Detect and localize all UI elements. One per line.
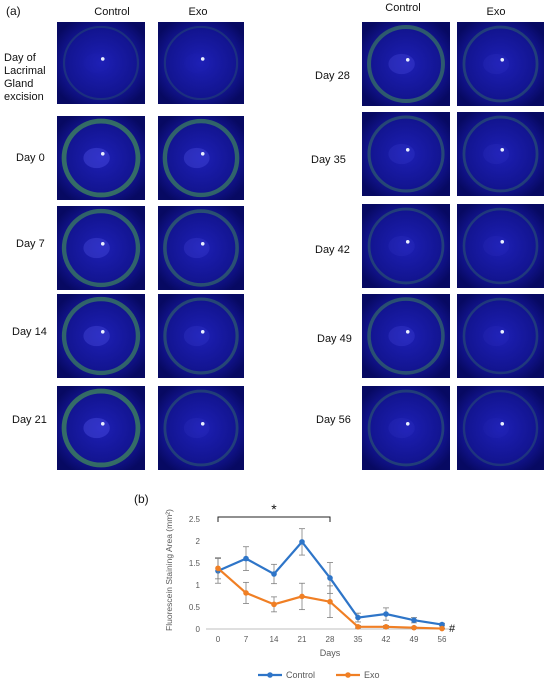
- eye-photo: [362, 22, 450, 106]
- eye-photo: [57, 22, 145, 104]
- eye-photo: [457, 22, 544, 106]
- row-label-day0: Day 0: [16, 152, 45, 164]
- row-label-day42: Day 42: [315, 244, 350, 256]
- panel-a-label: (a): [6, 4, 21, 18]
- eye-photo: [57, 294, 145, 378]
- left-header-exo: Exo: [188, 6, 208, 18]
- panel-b-label: (b): [134, 492, 149, 506]
- x-axis-label: Days: [320, 648, 341, 658]
- exo-data-point: [439, 625, 445, 632]
- x-tick-label: 7: [244, 635, 249, 644]
- control-data-point: [299, 539, 305, 545]
- row-label-day56: Day 56: [316, 414, 351, 426]
- eye-photo: [158, 206, 244, 290]
- y-tick-label: 1.5: [189, 559, 201, 568]
- row-label-day28: Day 28: [315, 70, 350, 82]
- exo-data-point: [383, 624, 389, 630]
- eye-photo: [457, 204, 544, 288]
- significance-bracket: [217, 516, 331, 522]
- chart-svg: 0 0.5 1 1.5 2 2.5 0 7 14 21 28 35 42 49 56 Days Fluoresc…: [164, 501, 456, 680]
- eye-photo: [57, 116, 145, 200]
- legend-control-label: Control: [286, 670, 315, 680]
- control-data-point: [271, 571, 277, 577]
- eye-photo: [362, 386, 450, 470]
- right-header-control: Control: [385, 2, 421, 14]
- row-label-day14: Day 14: [12, 326, 47, 338]
- y-axis-label: Fluorescein Staining Area (mm²): [164, 509, 174, 631]
- control-data-point: [439, 621, 445, 628]
- eye-photo: [362, 204, 450, 288]
- x-tick-label: 42: [382, 635, 391, 644]
- exo-data-point: [243, 590, 249, 596]
- eye-photo: [457, 386, 544, 470]
- y-tick-label: 2.5: [189, 515, 201, 524]
- end-marker-hash: #: [449, 623, 456, 635]
- legend-control-marker: [267, 672, 273, 678]
- exo-data-point: [411, 624, 417, 631]
- legend-exo-label: Exo: [364, 670, 380, 680]
- y-tick-label: 0: [196, 625, 201, 634]
- eye-photo: [457, 294, 544, 378]
- x-tick-label: 35: [354, 635, 363, 644]
- y-tick-label: 1: [196, 581, 201, 590]
- legend-exo-marker: [345, 672, 351, 678]
- right-header-exo: Exo: [486, 6, 506, 18]
- control-data-point: [327, 575, 333, 581]
- row-label-excision: Day of Lacrimal Gland excision: [4, 52, 46, 103]
- row-label-day7: Day 7: [16, 238, 45, 250]
- eye-photo: [457, 112, 544, 196]
- eye-photo: [57, 386, 145, 470]
- row-label-day35: Day 35: [311, 154, 346, 166]
- exo-data-point: [299, 593, 305, 600]
- control-data-point: [383, 611, 389, 617]
- significance-star: *: [271, 501, 277, 517]
- x-tick-label: 56: [438, 635, 447, 644]
- eye-photo: [57, 206, 145, 290]
- eye-photo: [158, 386, 244, 470]
- x-tick-label: 49: [410, 635, 419, 644]
- y-tick-label: 2: [196, 537, 201, 546]
- exo-data-point: [215, 565, 221, 572]
- eye-photo: [158, 294, 244, 378]
- eye-photo: [158, 116, 244, 200]
- row-label-day21: Day 21: [12, 414, 47, 426]
- x-tick-label: 28: [326, 635, 335, 644]
- exo-data-point: [271, 601, 277, 608]
- x-tick-label: 14: [270, 635, 279, 644]
- exo-data-point: [327, 598, 333, 605]
- control-data-point: [355, 614, 361, 621]
- x-tick-label: 0: [216, 635, 221, 644]
- y-tick-label: 0.5: [189, 603, 201, 612]
- row-label-day49: Day 49: [317, 333, 352, 345]
- left-header-control: Control: [94, 6, 130, 18]
- x-tick-label: 21: [298, 635, 307, 644]
- control-data-point: [411, 617, 417, 623]
- exo-data-point: [355, 624, 361, 630]
- eye-photo: [362, 112, 450, 196]
- fluorescein-line-chart: 0 0.5 1 1.5 2 2.5 0 7 14 21 28 35 42 49 56 Days Fluoresc…: [158, 495, 470, 685]
- eye-photo: [362, 294, 450, 378]
- control-data-point: [243, 555, 249, 562]
- eye-photo: [158, 22, 244, 104]
